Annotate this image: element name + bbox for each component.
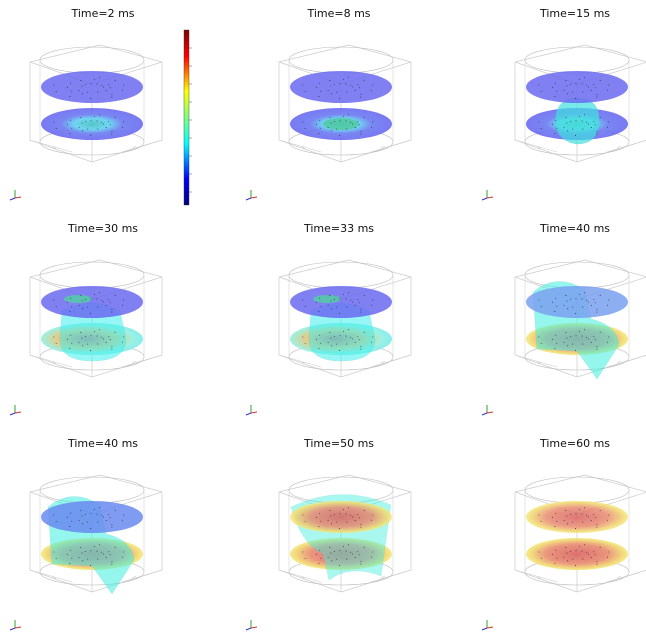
panel: Time=40 ms (482, 222, 646, 415)
floor-lines (279, 140, 411, 152)
panel: Time=33 ms (246, 222, 411, 415)
cylinder-top (289, 262, 393, 288)
iso-surface (313, 295, 341, 303)
panel: Time=50 ms (246, 437, 411, 630)
floor-lines (30, 140, 162, 152)
top-disc (41, 286, 143, 318)
gizmo-x (15, 412, 21, 413)
cylinder-top (289, 47, 393, 73)
top-disc (290, 71, 392, 103)
colorbar-ticks (189, 48, 192, 192)
gizmo-y (246, 198, 251, 200)
panel: Time=15 ms (482, 7, 646, 200)
panel-title: Time=30 ms (67, 222, 138, 235)
bottom-disc (41, 108, 143, 140)
panel-title: Time=60 ms (539, 437, 610, 450)
gizmo-y (10, 413, 15, 415)
top-disc (41, 71, 143, 103)
colorbar (184, 30, 189, 205)
cylinder-top (525, 477, 629, 503)
gizmo-y (246, 413, 251, 415)
gizmo-y (246, 628, 251, 630)
top-disc (41, 501, 143, 533)
panel: Time=60 ms (482, 437, 646, 630)
gizmo-x (15, 197, 21, 198)
panel: Time=40 ms (10, 437, 162, 630)
cylinder-top (40, 47, 144, 73)
gizmo-x (15, 627, 21, 628)
panel-title: Time=33 ms (303, 222, 374, 235)
iso-surface (64, 295, 92, 303)
gizmo-y (482, 198, 487, 200)
top-disc (290, 501, 392, 533)
cylinder-top (40, 477, 144, 503)
top-disc (526, 286, 628, 318)
gizmo-x (487, 412, 493, 413)
panel-title: Time=8 ms (306, 7, 370, 20)
cylinder-top (40, 262, 144, 288)
gizmo-y (10, 198, 15, 200)
panel-title: Time=15 ms (539, 7, 610, 20)
panel-title: Time=40 ms (67, 437, 138, 450)
top-disc (290, 286, 392, 318)
panel: Time=8 ms (246, 7, 411, 200)
top-disc (526, 501, 628, 533)
gizmo-y (482, 628, 487, 630)
axis-box (515, 475, 646, 592)
gizmo-x (251, 412, 257, 413)
iso-surface (555, 98, 599, 144)
gizmo-x (251, 627, 257, 628)
panel-title: Time=2 ms (70, 7, 134, 20)
gizmo-y (10, 628, 15, 630)
gizmo-x (487, 197, 493, 198)
panel: Time=2 ms (10, 7, 162, 200)
panel-title: Time=50 ms (303, 437, 374, 450)
cylinder-top (525, 262, 629, 288)
axis-box (30, 45, 162, 162)
axis-box (279, 45, 411, 162)
gizmo-x (251, 197, 257, 198)
panel: Time=30 ms (10, 222, 162, 415)
bottom-disc (526, 538, 628, 570)
gizmo-x (487, 627, 493, 628)
figure: Time=2 ms Time=8 ms Time=15 ms Time=30 ms Ti… (0, 0, 646, 634)
cylinder-top (525, 47, 629, 73)
panel-title: Time=40 ms (539, 222, 610, 235)
top-disc (526, 71, 628, 103)
iso-surface (323, 118, 359, 130)
gizmo-y (482, 413, 487, 415)
